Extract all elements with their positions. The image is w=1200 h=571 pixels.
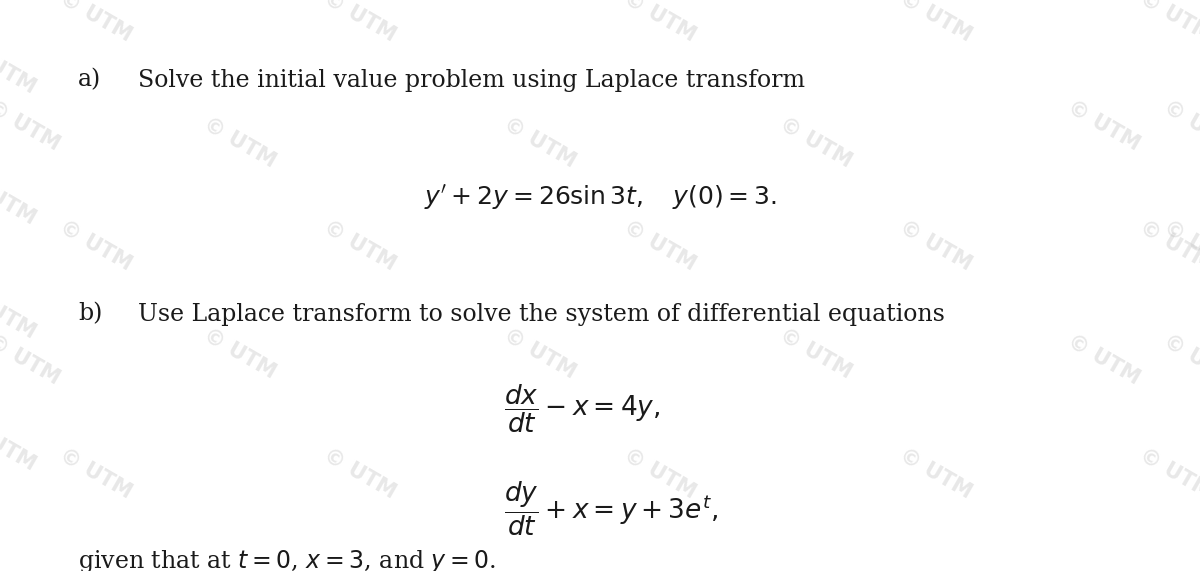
Text: © UTM: © UTM: [0, 171, 40, 228]
Text: © UTM: © UTM: [0, 417, 40, 474]
Text: © UTM: © UTM: [0, 40, 40, 97]
Text: © UTM: © UTM: [1136, 217, 1200, 274]
Text: © UTM: © UTM: [200, 325, 280, 383]
Text: © UTM: © UTM: [776, 325, 856, 383]
Text: © UTM: © UTM: [500, 114, 580, 171]
Text: © UTM: © UTM: [1160, 217, 1200, 274]
Text: © UTM: © UTM: [1136, 445, 1200, 502]
Text: © UTM: © UTM: [1160, 97, 1200, 154]
Text: © UTM: © UTM: [0, 286, 40, 343]
Text: © UTM: © UTM: [896, 217, 976, 274]
Text: © UTM: © UTM: [56, 217, 136, 274]
Text: Use Laplace transform to solve the system of differential equations: Use Laplace transform to solve the syste…: [138, 303, 944, 325]
Text: © UTM: © UTM: [620, 0, 700, 46]
Text: © UTM: © UTM: [56, 445, 136, 502]
Text: © UTM: © UTM: [896, 445, 976, 502]
Text: a): a): [78, 69, 101, 91]
Text: © UTM: © UTM: [1160, 331, 1200, 388]
Text: © UTM: © UTM: [500, 325, 580, 383]
Text: © UTM: © UTM: [200, 114, 280, 171]
Text: © UTM: © UTM: [0, 97, 64, 154]
Text: © UTM: © UTM: [56, 0, 136, 46]
Text: b): b): [78, 303, 102, 325]
Text: © UTM: © UTM: [1064, 331, 1144, 388]
Text: $y' + 2y = 26\sin 3t, \quad y(0) = 3.$: $y' + 2y = 26\sin 3t, \quad y(0) = 3.$: [424, 183, 776, 212]
Text: $\dfrac{dy}{dt} + x = y + 3e^t,$: $\dfrac{dy}{dt} + x = y + 3e^t,$: [504, 480, 718, 538]
Text: © UTM: © UTM: [620, 217, 700, 274]
Text: given that at $t = 0$, $x = 3$, and $y = 0$.: given that at $t = 0$, $x = 3$, and $y =…: [78, 548, 497, 571]
Text: © UTM: © UTM: [776, 114, 856, 171]
Text: © UTM: © UTM: [896, 0, 976, 46]
Text: © UTM: © UTM: [1064, 97, 1144, 154]
Text: $\dfrac{dx}{dt} - x = 4y,$: $\dfrac{dx}{dt} - x = 4y,$: [504, 383, 660, 435]
Text: Solve the initial value problem using Laplace transform: Solve the initial value problem using La…: [138, 69, 805, 91]
Text: © UTM: © UTM: [320, 217, 400, 274]
Text: © UTM: © UTM: [0, 331, 64, 388]
Text: © UTM: © UTM: [320, 0, 400, 46]
Text: © UTM: © UTM: [1136, 0, 1200, 46]
Text: © UTM: © UTM: [320, 445, 400, 502]
Text: © UTM: © UTM: [620, 445, 700, 502]
